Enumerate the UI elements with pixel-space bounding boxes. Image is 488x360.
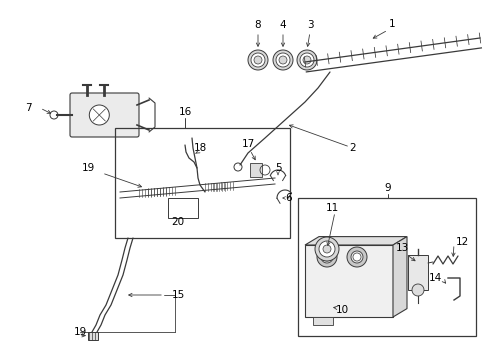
Bar xyxy=(88,332,98,340)
Circle shape xyxy=(411,284,423,296)
Text: 3: 3 xyxy=(306,20,313,30)
Text: 7: 7 xyxy=(24,103,31,113)
Bar xyxy=(297,198,475,336)
Text: 11: 11 xyxy=(325,203,338,213)
Circle shape xyxy=(323,245,330,253)
Text: 17: 17 xyxy=(241,139,254,149)
Circle shape xyxy=(296,50,316,70)
Circle shape xyxy=(316,247,336,267)
Text: 20: 20 xyxy=(171,217,184,227)
Circle shape xyxy=(275,53,289,67)
Text: 2: 2 xyxy=(349,143,356,153)
Text: 14: 14 xyxy=(427,273,441,283)
Text: 4: 4 xyxy=(279,20,286,30)
Text: 12: 12 xyxy=(454,237,468,247)
Circle shape xyxy=(253,56,262,64)
Circle shape xyxy=(299,53,313,67)
Polygon shape xyxy=(392,237,406,317)
Text: 6: 6 xyxy=(285,193,291,203)
Circle shape xyxy=(303,56,310,64)
Circle shape xyxy=(279,56,286,64)
Circle shape xyxy=(314,237,338,261)
Text: 9: 9 xyxy=(384,183,390,193)
Text: 16: 16 xyxy=(178,107,191,117)
Text: 10: 10 xyxy=(335,305,348,315)
Bar xyxy=(115,128,289,238)
Text: 19: 19 xyxy=(81,163,95,173)
Text: 8: 8 xyxy=(254,20,261,30)
Circle shape xyxy=(250,53,264,67)
Text: 5: 5 xyxy=(274,163,281,173)
Circle shape xyxy=(352,253,360,261)
Circle shape xyxy=(323,253,330,261)
Bar xyxy=(312,317,332,325)
Circle shape xyxy=(346,247,366,267)
Polygon shape xyxy=(305,237,406,245)
Circle shape xyxy=(350,251,362,263)
Text: 1: 1 xyxy=(388,19,394,29)
Circle shape xyxy=(272,50,292,70)
Circle shape xyxy=(247,50,267,70)
Bar xyxy=(407,255,427,290)
Bar xyxy=(305,245,392,317)
Circle shape xyxy=(318,241,334,257)
Circle shape xyxy=(50,111,58,119)
Text: 18: 18 xyxy=(193,143,206,153)
Bar xyxy=(168,198,198,218)
Circle shape xyxy=(320,251,332,263)
Text: 13: 13 xyxy=(395,243,408,253)
Circle shape xyxy=(89,105,109,125)
FancyBboxPatch shape xyxy=(70,93,139,137)
Text: 19: 19 xyxy=(73,327,86,337)
Bar xyxy=(249,163,262,177)
Text: 15: 15 xyxy=(171,290,184,300)
